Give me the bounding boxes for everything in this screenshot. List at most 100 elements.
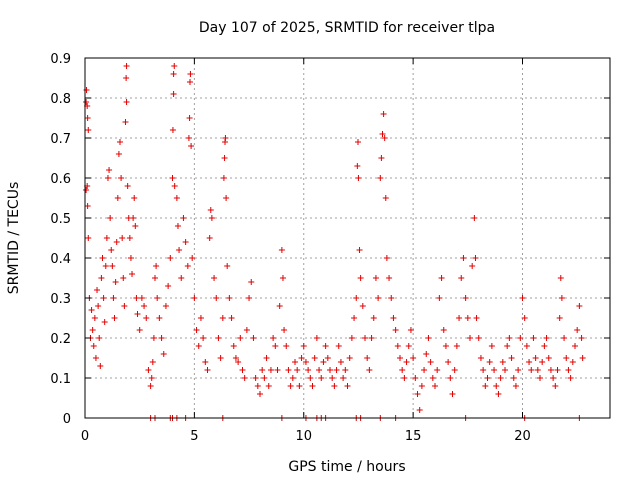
data-point <box>285 367 292 373</box>
y-axis-title: SRMTID / TECUs <box>6 182 22 295</box>
data-point <box>418 383 425 389</box>
data-point <box>272 343 279 349</box>
data-point <box>187 71 194 77</box>
data-point <box>230 343 237 349</box>
data-point <box>425 335 432 341</box>
x-tick-label: 0 <box>81 429 89 444</box>
data-point <box>506 335 513 341</box>
data-point <box>84 203 91 209</box>
data-point <box>243 327 250 333</box>
data-point <box>342 367 349 373</box>
data-point <box>191 295 198 301</box>
data-point <box>302 359 309 365</box>
data-point <box>126 235 133 241</box>
y-tick-label: 0.6 <box>50 172 71 187</box>
data-point <box>462 295 469 301</box>
data-point <box>572 343 578 349</box>
data-point <box>174 223 181 229</box>
data-point <box>523 343 530 349</box>
data-point <box>473 315 480 321</box>
data-point <box>574 327 581 333</box>
data-point <box>563 355 570 361</box>
data-point <box>156 315 163 321</box>
data-point <box>235 359 242 365</box>
y-tick-label: 0.9 <box>50 52 71 67</box>
data-point <box>85 235 92 241</box>
y-tick-label: 0.3 <box>50 292 71 307</box>
data-point <box>292 359 298 365</box>
data-point <box>239 367 246 373</box>
data-point <box>103 235 110 241</box>
data-point <box>381 135 388 141</box>
data-point <box>106 167 113 173</box>
data-point <box>188 143 195 149</box>
y-tick-label: 0.5 <box>50 212 71 227</box>
data-point <box>257 391 263 397</box>
data-point <box>101 319 108 325</box>
data-point <box>294 367 301 373</box>
data-point <box>356 247 363 253</box>
data-point <box>305 367 312 373</box>
data-point <box>120 275 127 281</box>
data-point <box>324 355 331 361</box>
data-point <box>322 343 329 349</box>
data-point <box>211 275 218 281</box>
data-point <box>173 195 180 201</box>
data-point <box>114 195 121 201</box>
y-tick-label: 0.1 <box>50 372 71 387</box>
data-point <box>436 295 443 301</box>
data-point <box>222 135 229 141</box>
data-point <box>410 355 417 361</box>
data-point <box>467 335 473 341</box>
data-point <box>102 263 109 269</box>
data-point <box>378 155 385 161</box>
data-point <box>220 175 227 181</box>
data-point <box>278 247 285 253</box>
data-point <box>298 355 305 361</box>
data-point <box>221 155 228 161</box>
data-point <box>88 307 95 313</box>
data-point <box>333 367 340 373</box>
data-point <box>224 263 231 269</box>
data-point <box>176 247 183 253</box>
data-point <box>207 207 214 213</box>
data-point <box>107 215 114 221</box>
data-point <box>100 295 107 301</box>
data-point <box>202 359 209 365</box>
ticks-layer: 0 0.1 0.2 0.3 0.4 0.5 0.6 0.7 0.8 0.9 0 5 10 15 20 <box>50 52 610 444</box>
plot-frame <box>84 57 611 419</box>
data-point <box>92 355 99 361</box>
data-point <box>545 355 552 361</box>
data-point <box>138 295 145 301</box>
data-point <box>281 327 288 333</box>
data-point <box>162 303 169 309</box>
data-point <box>403 359 410 365</box>
data-points <box>83 63 586 421</box>
data-point <box>460 255 467 261</box>
data-point <box>399 367 406 373</box>
data-point <box>171 183 178 189</box>
data-point <box>432 383 438 389</box>
data-point <box>167 255 174 261</box>
chart-title: Day 107 of 2025, SRMTID for receiver tlp… <box>199 20 495 36</box>
data-point <box>254 383 261 389</box>
data-point <box>123 63 130 69</box>
data-point <box>354 163 361 169</box>
data-point <box>83 187 90 193</box>
data-point <box>123 75 130 81</box>
data-point <box>153 263 160 269</box>
data-point <box>311 355 318 361</box>
data-point <box>263 355 270 361</box>
data-point <box>99 255 106 261</box>
data-point <box>337 359 344 365</box>
data-point <box>423 351 430 357</box>
data-point <box>248 279 255 285</box>
y-tick-label: 0.8 <box>50 92 71 107</box>
data-point <box>370 315 377 321</box>
data-point <box>517 335 524 341</box>
data-point <box>267 367 274 373</box>
data-point <box>451 367 458 373</box>
data-point <box>261 375 268 381</box>
data-point <box>340 375 347 381</box>
data-point <box>300 343 307 349</box>
